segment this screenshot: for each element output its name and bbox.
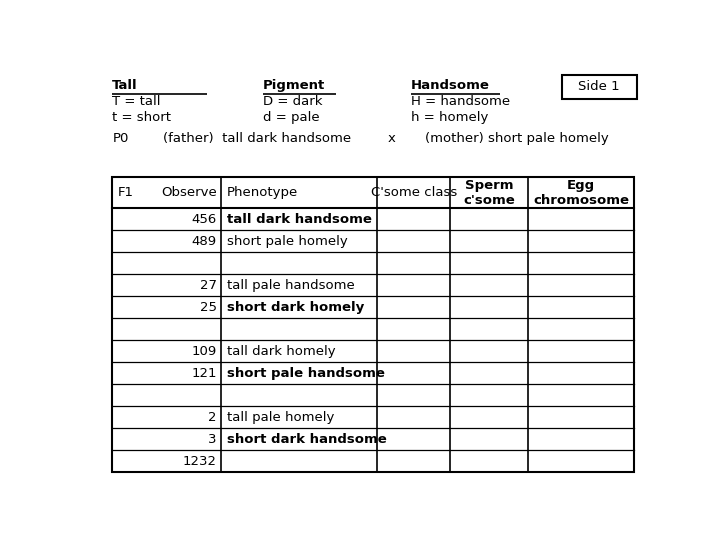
Bar <box>112 177 634 472</box>
Text: 456: 456 <box>192 213 217 226</box>
Text: H = handsome: H = handsome <box>411 96 510 109</box>
Text: d = pale: d = pale <box>263 111 320 124</box>
Text: 109: 109 <box>192 345 217 358</box>
Text: 2: 2 <box>208 411 217 424</box>
Text: 1232: 1232 <box>183 455 217 468</box>
Text: c'some: c'some <box>463 194 515 207</box>
Text: F1: F1 <box>118 186 134 199</box>
Text: D = dark: D = dark <box>263 96 323 109</box>
Text: Phenotype: Phenotype <box>227 186 298 199</box>
Text: short dark handsome: short dark handsome <box>227 433 387 446</box>
Text: tall pale handsome: tall pale handsome <box>227 279 354 292</box>
Text: short pale handsome: short pale handsome <box>227 367 384 380</box>
Text: P0: P0 <box>112 132 129 145</box>
Text: Handsome: Handsome <box>411 79 490 92</box>
Bar <box>562 75 637 99</box>
Text: Sperm: Sperm <box>464 179 513 192</box>
Text: h = homely: h = homely <box>411 111 488 124</box>
Text: Egg: Egg <box>567 179 595 192</box>
Text: (father)  tall dark handsome: (father) tall dark handsome <box>163 132 351 145</box>
Text: short dark homely: short dark homely <box>227 301 364 314</box>
Text: (mother) short pale homely: (mother) short pale homely <box>425 132 608 145</box>
Text: T = tall: T = tall <box>112 96 161 109</box>
Text: short pale homely: short pale homely <box>227 235 348 248</box>
Text: 3: 3 <box>208 433 217 446</box>
Text: 121: 121 <box>192 367 217 380</box>
Text: Pigment: Pigment <box>263 79 325 92</box>
Text: tall dark homely: tall dark homely <box>227 345 336 358</box>
Text: t = short: t = short <box>112 111 171 124</box>
Text: chromosome: chromosome <box>533 194 629 207</box>
Text: Side 1: Side 1 <box>578 80 620 93</box>
Text: tall dark handsome: tall dark handsome <box>227 213 372 226</box>
Text: C'some class: C'some class <box>371 186 456 199</box>
Text: 489: 489 <box>192 235 217 248</box>
Text: tall pale homely: tall pale homely <box>227 411 334 424</box>
Text: 27: 27 <box>199 279 217 292</box>
Text: Tall: Tall <box>112 79 138 92</box>
Text: 25: 25 <box>199 301 217 314</box>
Text: x: x <box>387 132 395 145</box>
Text: Observe: Observe <box>161 186 217 199</box>
